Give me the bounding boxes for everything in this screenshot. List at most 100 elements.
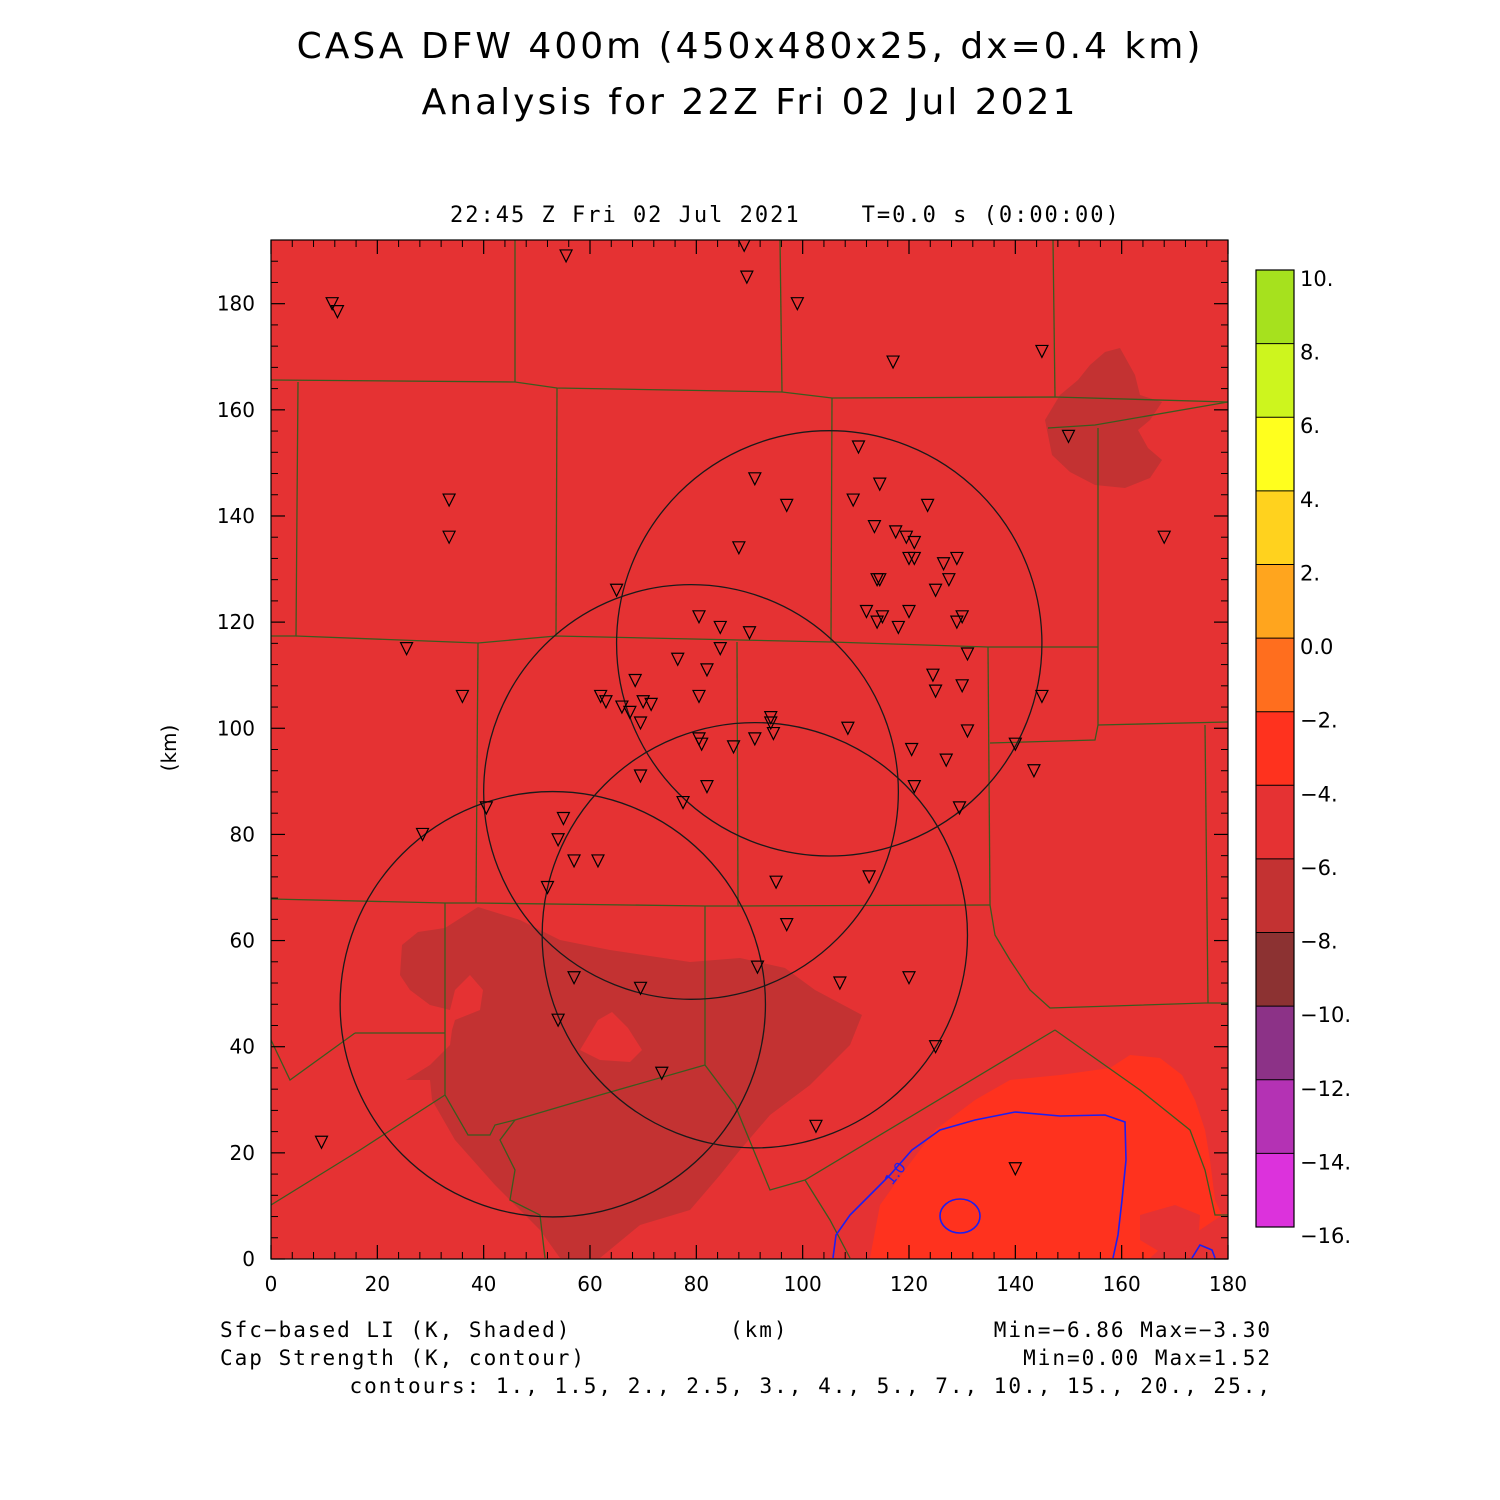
colorbar-label: 4.	[1300, 488, 1320, 512]
cap-contour-1-0	[832, 1111, 1127, 1259]
station-marker	[479, 801, 494, 816]
station-marker	[859, 604, 874, 619]
x-tick-label: 20	[365, 1272, 390, 1296]
y-axis: 0 20 40 60 80 100 120 140 160 180	[217, 239, 1228, 1271]
station-marker	[840, 721, 855, 736]
li-light-hole	[580, 1012, 642, 1062]
radar-ring-4	[339, 790, 767, 1218]
valid-time-label: 22:45 Z Fri 02 Jul 2021 T=0.0 s (0:00:00…	[450, 203, 1121, 228]
station-marker	[325, 297, 340, 312]
station-marker	[593, 689, 608, 704]
station-marker	[1026, 764, 1041, 779]
colorbar-label: −12.	[1300, 1077, 1351, 1101]
contour-levels: contours: 1., 1.5, 2., 2.5, 3., 4., 5., …	[349, 1374, 1272, 1398]
y-tick-label: 180	[217, 292, 255, 316]
colorbar-label: −10.	[1300, 1003, 1351, 1027]
contour-minmax: Min=0.00 Max=1.52	[1023, 1346, 1272, 1370]
colorbar-label: −14.	[1300, 1150, 1351, 1174]
station-marker	[567, 854, 582, 869]
contour-field-label: Cap Strength (K, contour)	[220, 1346, 587, 1370]
station-marker	[654, 1066, 669, 1081]
station-marker	[928, 684, 943, 699]
y-tick-label: 60	[230, 929, 255, 953]
station-marker	[808, 1119, 823, 1134]
station-marker	[790, 297, 805, 312]
station-marker	[904, 742, 919, 757]
station-marker	[442, 530, 457, 545]
station-marker	[742, 626, 757, 641]
station-marker	[928, 1040, 943, 1055]
station-marker	[726, 740, 741, 755]
station-marker	[442, 493, 457, 508]
station-marker	[888, 525, 903, 540]
colorbar-frame	[1255, 269, 1295, 1228]
x-tick-label: 180	[1209, 1272, 1247, 1296]
station-marker	[769, 875, 784, 890]
station-marker	[540, 880, 555, 895]
station-marker	[399, 642, 414, 657]
x-tick-label: 60	[577, 1272, 602, 1296]
colorbar-label: 0.0	[1300, 635, 1333, 659]
colorbar-label: −8.	[1300, 930, 1338, 954]
station-marker	[1034, 689, 1049, 704]
colorbar-segment	[1256, 343, 1294, 418]
y-tick-label: 100	[217, 716, 255, 740]
station-marker	[867, 519, 882, 534]
x-axis: 0 20 40 60 80 100 120 140 160 180	[265, 240, 1247, 1296]
station-marker	[559, 249, 574, 264]
colorbar-label: 8.	[1300, 341, 1320, 365]
station-marker	[1008, 737, 1023, 752]
colorbar-segment	[1256, 564, 1294, 639]
station-marker	[862, 870, 877, 885]
station-marker	[1157, 530, 1172, 545]
station-marker	[851, 440, 866, 455]
station-marker	[763, 716, 778, 731]
radar-ring-1	[615, 430, 1043, 857]
station-marker	[676, 795, 691, 810]
station-marker	[567, 971, 582, 986]
station-marker	[928, 583, 943, 598]
station-marker	[899, 530, 914, 545]
cap-strength-contours	[832, 1111, 1216, 1259]
station-marker	[330, 305, 345, 319]
station-marker	[609, 583, 624, 598]
station-marker	[886, 355, 901, 370]
station-marker	[952, 801, 967, 816]
colorbar-segment	[1256, 785, 1294, 859]
colorbar-label: 10.	[1300, 267, 1333, 291]
station-marker	[955, 679, 970, 694]
station-marker	[870, 615, 885, 630]
station-marker	[633, 716, 648, 731]
analysis-time-title: Analysis for 22Z Fri 02 Jul 2021	[421, 82, 1079, 123]
station-marker	[779, 498, 794, 513]
station-marker	[731, 541, 746, 556]
colorbar-segment	[1256, 932, 1294, 1007]
colorbar-segment	[1256, 490, 1294, 565]
station-marker	[949, 551, 964, 566]
radar-range-rings	[339, 430, 1043, 1218]
x-tick-label: 0	[265, 1272, 278, 1296]
station-marker	[1008, 1162, 1023, 1177]
station-marker	[907, 780, 922, 794]
colorbar-label: −16.	[1300, 1224, 1351, 1248]
station-marker	[872, 573, 887, 588]
colorbar: 10. 8. 6. 4. 2. 0.0 −2. −4. −6. −8. −10. −12. −14. −1…	[1255, 267, 1351, 1248]
station-marker	[598, 695, 613, 710]
station-marker	[902, 971, 916, 986]
station-marker	[739, 270, 754, 285]
y-tick-label: 80	[230, 822, 255, 846]
station-marker	[713, 620, 728, 635]
station-marker	[949, 615, 964, 630]
station-marker	[939, 753, 954, 768]
x-tick-label: 140	[996, 1272, 1034, 1296]
station-marker	[907, 535, 922, 550]
cap-contour-corner	[1191, 1243, 1216, 1259]
radar-ring-2	[483, 583, 900, 1000]
station-marker	[763, 711, 778, 725]
x-axis-label: (km)	[730, 1318, 789, 1342]
li-dark-region-northeast	[1045, 348, 1162, 488]
observation-stations	[314, 240, 1172, 1177]
station-marker	[747, 732, 762, 747]
station-marker	[907, 551, 922, 566]
colorbar-label: −6.	[1300, 856, 1338, 880]
